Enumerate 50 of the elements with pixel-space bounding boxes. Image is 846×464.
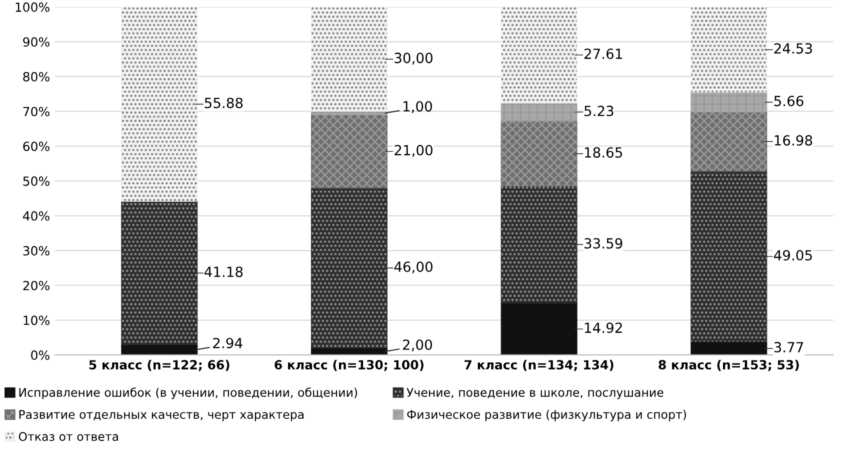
x-tick-label: 6 класс (n=130; 100) xyxy=(274,360,424,372)
bar xyxy=(500,120,578,186)
data-label: 30,00 xyxy=(394,52,432,65)
data-label: 46,00 xyxy=(394,261,432,274)
y-tick-label: 30% xyxy=(23,246,50,256)
y-tick-label: 40% xyxy=(22,211,50,221)
y-tick-label: 60% xyxy=(23,142,50,152)
legend-label: Отказ от ответа xyxy=(18,432,118,441)
legend-label: Физическое развитие (физкультура и спорт) xyxy=(407,410,686,422)
data-label: 41.18 xyxy=(204,266,243,278)
data-label: 5.23 xyxy=(584,106,614,116)
y-tick-label: 20% xyxy=(23,280,50,290)
data-label: 3.77 xyxy=(774,342,804,352)
y-tick-label: 80% xyxy=(23,72,50,82)
bar xyxy=(500,6,578,104)
data-label: 14.92 xyxy=(584,322,622,334)
data-label: 18.65 xyxy=(584,147,622,158)
bar xyxy=(310,114,388,188)
bar xyxy=(690,112,768,172)
x-tick-label: 8 класс (n=153; 53) xyxy=(658,360,799,372)
x-tick-label: 7 класс (n=134; 134) xyxy=(464,360,614,372)
bar xyxy=(310,6,388,112)
data-label: 2,00 xyxy=(402,339,432,352)
data-label: 1,00 xyxy=(403,101,432,113)
y-tick-label: 90% xyxy=(23,37,50,47)
bar xyxy=(500,102,578,122)
data-label: 5.66 xyxy=(774,96,804,106)
data-label: 16.98 xyxy=(774,135,812,146)
bar xyxy=(690,92,768,112)
y-tick-label: 100% xyxy=(16,2,50,12)
x-tick-label: 5 класс (n=122; 66) xyxy=(89,360,230,372)
data-label: 2.94 xyxy=(213,338,242,348)
data-label: 55.88 xyxy=(204,98,243,108)
bar xyxy=(121,344,198,355)
y-tick-label: 10% xyxy=(24,316,50,326)
legend-label: Исправление ошибок (в учении, поведении, общении) xyxy=(19,388,358,400)
data-label: 33.59 xyxy=(584,238,622,249)
bar xyxy=(690,342,768,355)
y-tick-label: 0% xyxy=(31,350,50,360)
bar xyxy=(121,6,198,202)
y-tick-label: 70% xyxy=(23,106,50,116)
bar xyxy=(500,302,578,355)
data-label: 49.05 xyxy=(774,250,812,261)
data-label: 21,00 xyxy=(394,144,432,157)
data-label: 27.61 xyxy=(584,48,622,60)
data-label: 24.53 xyxy=(774,43,812,54)
legend-label: Развитие отдельных качеств, черт характера xyxy=(19,410,304,422)
bar xyxy=(690,6,768,93)
y-tick-label: 50% xyxy=(23,176,50,186)
legend-label: Учение, поведение в школе, послушание xyxy=(406,388,664,400)
